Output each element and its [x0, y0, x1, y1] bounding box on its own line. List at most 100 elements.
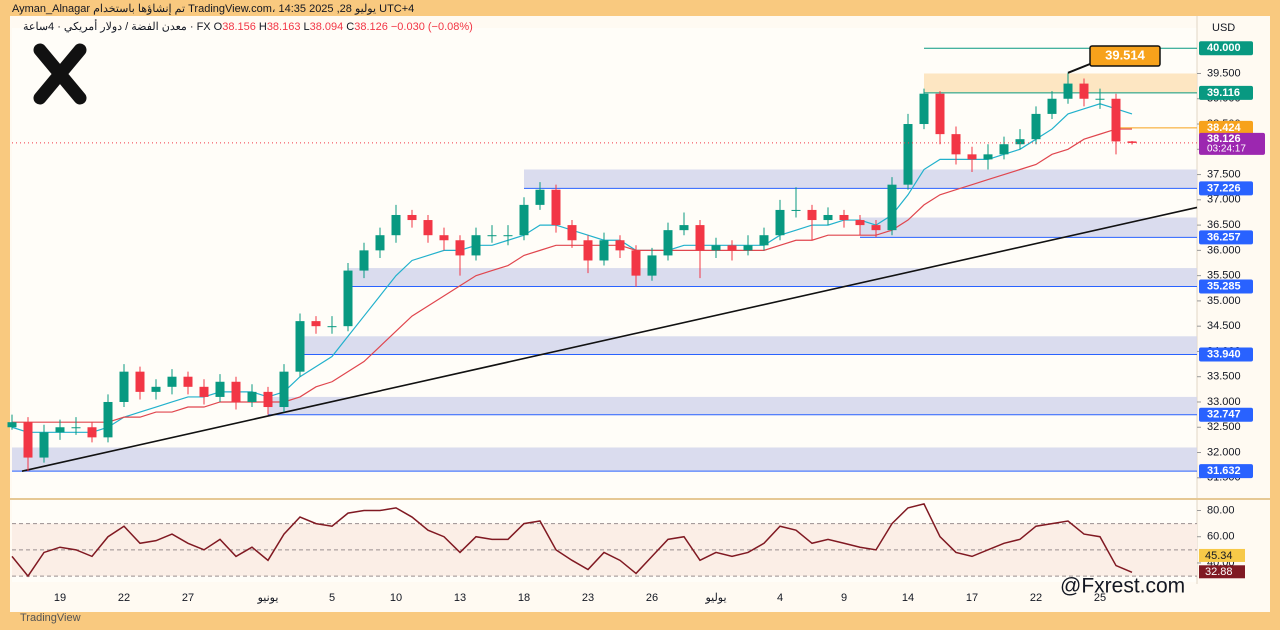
x-tick-label: 14	[902, 592, 914, 604]
candle-body	[1063, 83, 1073, 99]
candle-body	[135, 371, 145, 392]
candle-body	[87, 427, 97, 438]
change: −0.030 (−0.08%)	[391, 21, 473, 33]
candle-body	[103, 401, 113, 438]
rsi-line	[11, 503, 1133, 578]
level-tag-label: 33.940	[1207, 348, 1241, 360]
candle-body	[727, 245, 737, 251]
y-tick-label: 37.500	[1207, 168, 1241, 180]
rsi-tick-label: 80.00	[1207, 504, 1235, 516]
y-tick-label: 34.500	[1207, 320, 1241, 332]
symbol-line: معدن الفضة / دولار أمريكي · 4ساعة · FX O3…	[23, 19, 473, 33]
candle-body	[359, 250, 369, 271]
candle-body	[983, 154, 993, 160]
candle-body	[951, 134, 961, 155]
candle-body	[999, 144, 1009, 155]
y-tick-label: 37.000	[1207, 194, 1241, 206]
y-tick-label: 36.500	[1207, 219, 1241, 231]
candle-body	[935, 93, 945, 135]
candle-body	[887, 184, 897, 231]
rsi-tick-label: 60.00	[1207, 531, 1235, 543]
zone	[12, 447, 1197, 472]
candle-body	[663, 230, 673, 256]
candle-body	[471, 235, 481, 256]
candle-body	[263, 391, 273, 408]
level-tag-label: 31.632	[1207, 465, 1241, 477]
level-tag	[1199, 181, 1253, 196]
rsi-last-tag	[1199, 565, 1245, 579]
y-tick-label: 32.500	[1207, 421, 1241, 433]
countdown: 03:24:17	[1207, 144, 1246, 155]
level-tag	[1199, 279, 1253, 294]
x-tick-label: 26	[646, 592, 658, 604]
candle-body	[679, 225, 689, 231]
x-tick-label: 9	[841, 592, 847, 604]
candle-body	[647, 255, 657, 276]
candle-body	[439, 235, 449, 241]
ohlc-value: 38.163	[267, 21, 301, 33]
candle-body	[151, 386, 161, 392]
candle-body	[903, 124, 913, 185]
zone	[924, 73, 1197, 93]
candle-body	[583, 240, 593, 261]
level-tag-label: 39.116	[1207, 87, 1240, 99]
ohlc-key: O	[214, 21, 223, 33]
x-tick-label: 22	[118, 592, 130, 604]
brand: TradingView	[20, 612, 81, 624]
candle-body	[711, 245, 721, 251]
x-tick-label: 13	[454, 592, 466, 604]
rsi-ma-label: 45.34	[1205, 550, 1233, 562]
candle-body	[199, 386, 209, 397]
last-price-label: 38.126	[1207, 133, 1241, 145]
level-tag	[1199, 407, 1253, 422]
candle-body	[519, 204, 529, 236]
level-tag	[1199, 464, 1253, 479]
x-tick-label: 18	[518, 592, 530, 604]
x-tick-label: 4	[777, 592, 783, 604]
x-tick-label: 17	[966, 592, 978, 604]
candle-body	[1031, 113, 1041, 140]
candle-body	[791, 209, 801, 211]
candle-body	[423, 220, 433, 236]
y-tick-label: 39.500	[1207, 67, 1241, 79]
candle-body	[855, 220, 865, 226]
zone	[348, 268, 1197, 287]
candle-body	[503, 235, 513, 237]
candle-body	[615, 240, 625, 251]
candle-body	[823, 214, 833, 221]
y-tick-label: 33.000	[1207, 396, 1241, 408]
x-tick-label: 19	[54, 592, 66, 604]
level-tag-label: 32.747	[1207, 409, 1241, 421]
ohlc-key: H	[259, 21, 267, 33]
x-tick-label: 23	[582, 592, 594, 604]
candle-body	[71, 427, 81, 429]
zone	[524, 169, 1197, 189]
candle-body	[743, 245, 753, 251]
candle-body	[599, 240, 609, 261]
candle-body	[23, 422, 33, 458]
level-tag-label: 40.000	[1207, 42, 1241, 54]
level-tag-label: 36.257	[1207, 231, 1241, 243]
ohlc-key: C	[346, 21, 354, 33]
candle-body	[247, 391, 257, 402]
currency: USD	[1212, 22, 1235, 34]
candle-body	[327, 326, 337, 328]
candle-body	[119, 371, 129, 402]
candle-body	[407, 214, 417, 221]
candle-body	[1015, 139, 1025, 145]
y-tick-label: 33.500	[1207, 371, 1241, 383]
candle-body	[551, 189, 561, 226]
candle-body	[631, 250, 641, 276]
zone	[860, 217, 1197, 238]
candle-body	[775, 209, 785, 236]
x-tick-label: 5	[329, 592, 335, 604]
level-tag-label: 38.424	[1207, 122, 1242, 134]
x-tick-label: 10	[390, 592, 402, 604]
candle-body	[295, 321, 305, 372]
candle-body	[1111, 98, 1121, 142]
x-tick-label: 22	[1030, 592, 1042, 604]
candle-body	[55, 427, 65, 433]
candle-body	[391, 214, 401, 236]
